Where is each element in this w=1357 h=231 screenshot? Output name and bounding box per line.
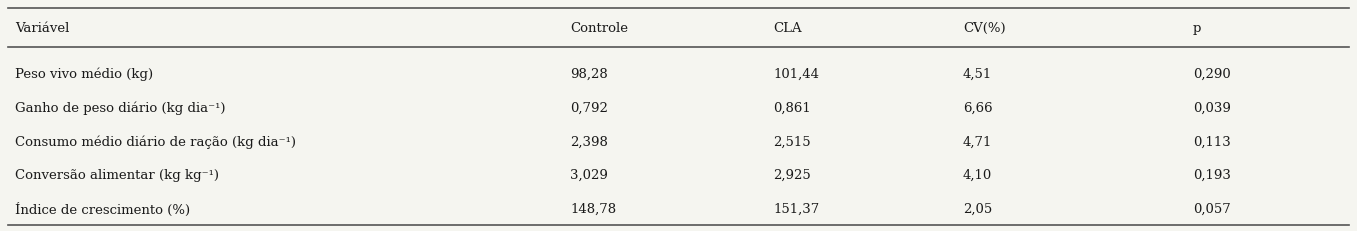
Text: CV(%): CV(%)	[963, 22, 1006, 35]
Text: 151,37: 151,37	[773, 203, 820, 216]
Text: p: p	[1193, 22, 1201, 35]
Text: 0,113: 0,113	[1193, 135, 1231, 149]
Text: 6,66: 6,66	[963, 102, 992, 115]
Text: Variável: Variável	[15, 22, 69, 35]
Text: Consumo médio diário de ração (kg dia⁻¹): Consumo médio diário de ração (kg dia⁻¹)	[15, 135, 296, 149]
Text: 0,792: 0,792	[570, 102, 608, 115]
Text: Ganho de peso diário (kg dia⁻¹): Ganho de peso diário (kg dia⁻¹)	[15, 101, 225, 115]
Text: 2,515: 2,515	[773, 135, 811, 149]
Text: 4,71: 4,71	[963, 135, 992, 149]
Text: 101,44: 101,44	[773, 68, 820, 81]
Text: 2,925: 2,925	[773, 169, 811, 182]
Text: 0,193: 0,193	[1193, 169, 1231, 182]
Text: Peso vivo médio (kg): Peso vivo médio (kg)	[15, 68, 153, 81]
Text: 0,290: 0,290	[1193, 68, 1231, 81]
Text: Conversão alimentar (kg kg⁻¹): Conversão alimentar (kg kg⁻¹)	[15, 169, 218, 182]
Text: 0,057: 0,057	[1193, 203, 1231, 216]
Text: 0,861: 0,861	[773, 102, 811, 115]
Text: 2,05: 2,05	[963, 203, 992, 216]
Text: 98,28: 98,28	[570, 68, 608, 81]
Text: CLA: CLA	[773, 22, 802, 35]
Text: 2,398: 2,398	[570, 135, 608, 149]
Text: 4,51: 4,51	[963, 68, 992, 81]
Text: 4,10: 4,10	[963, 169, 992, 182]
Text: Índice de crescimento (%): Índice de crescimento (%)	[15, 203, 190, 216]
Text: 3,029: 3,029	[570, 169, 608, 182]
Text: 0,039: 0,039	[1193, 102, 1231, 115]
Text: 148,78: 148,78	[570, 203, 616, 216]
Text: Controle: Controle	[570, 22, 628, 35]
